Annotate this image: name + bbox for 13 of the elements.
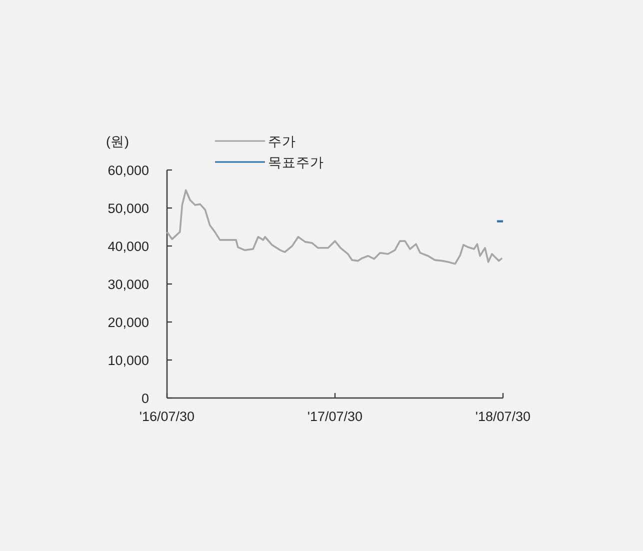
x-tick-label: '16/07/30 — [139, 409, 195, 424]
y-axis-title: (원) — [106, 134, 129, 149]
y-tick-label: 20,000 — [108, 315, 149, 330]
legend-label: 목표주가 — [268, 155, 324, 170]
x-tick-label: '18/07/30 — [475, 409, 531, 424]
y-tick-label: 50,000 — [108, 201, 149, 216]
legend-label: 주가 — [268, 134, 296, 149]
x-tick-label: '17/07/30 — [307, 409, 363, 424]
y-tick-label: 0 — [141, 391, 149, 406]
y-tick-label: 10,000 — [108, 353, 149, 368]
y-tick-label: 30,000 — [108, 277, 149, 292]
y-tick-label: 60,000 — [108, 163, 149, 178]
y-tick-label: 40,000 — [108, 239, 149, 254]
